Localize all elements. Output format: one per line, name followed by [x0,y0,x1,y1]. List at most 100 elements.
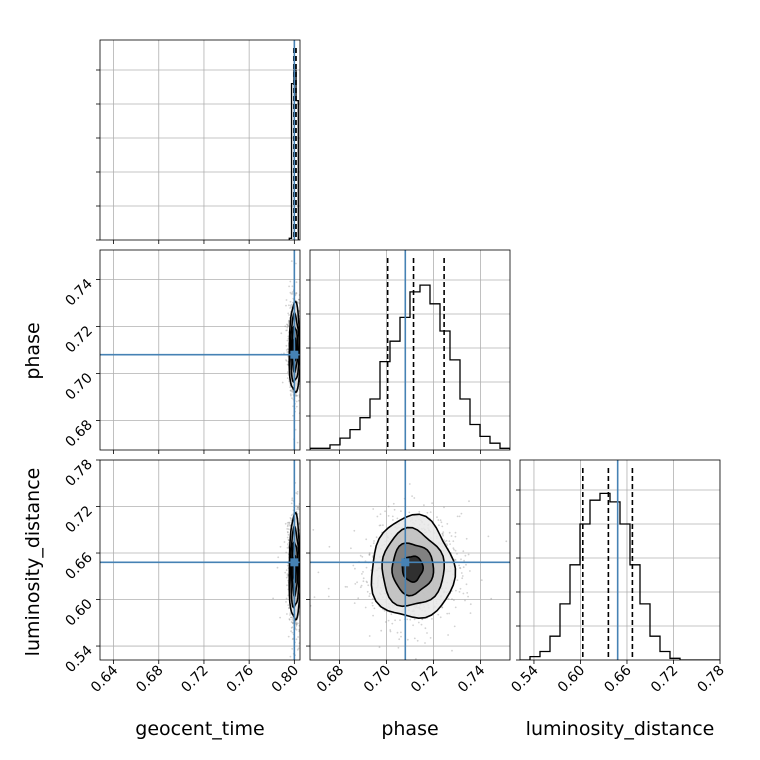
tick-label-x-luminosity_distance: 0.78 [694,663,727,696]
sample-point [360,584,363,587]
sample-point [371,602,374,604]
sample-point [456,579,459,581]
sample-point [301,415,303,417]
sample-point [366,590,369,593]
sample-point [286,339,289,342]
sample-point [287,531,289,534]
sample-point [384,621,387,623]
sample-point [301,548,303,550]
panel-frame [99,459,301,661]
sample-point [303,333,305,335]
sample-point [380,629,383,632]
sample-point [290,303,293,306]
sample-point [286,324,289,326]
sample-point [295,400,298,403]
truth-marker [290,558,299,567]
sample-point [288,521,291,524]
sample-point [413,637,416,640]
sample-point [286,323,288,326]
sample-point [371,555,374,557]
sample-point [288,618,291,620]
sample-point [287,524,289,526]
truth-marker [401,558,410,567]
sample-point [301,583,303,585]
panel-0-0 [96,39,301,241]
sample-point [284,522,287,525]
sample-point [442,534,444,537]
sample-point [459,567,462,570]
sample-point [290,616,293,619]
sample-point [286,536,289,539]
sample-point [296,441,299,444]
sample-point [372,614,374,617]
sample-point [400,635,402,638]
sample-point [286,547,289,549]
sample-point [289,389,292,392]
sample-point [465,583,468,586]
sample-point [452,540,455,543]
sample-point [296,648,299,651]
sample-point [298,298,300,301]
sample-point [391,622,394,625]
sample-point [285,597,288,600]
sample-point [295,395,298,397]
sample-point [359,586,362,589]
sample-point [362,580,365,583]
sample-point [389,630,392,633]
sample-point [289,300,292,303]
sample-point [302,510,304,512]
sample-point [289,386,291,389]
sample-point [295,638,298,641]
sample-point [271,578,273,580]
sample-point [287,544,290,547]
sample-point [368,553,371,556]
sample-point [452,547,455,550]
sample-point [306,374,308,376]
sample-point [288,314,290,316]
sample-point [287,604,290,606]
sample-point [359,554,362,557]
sample-point [287,322,290,324]
sample-point [447,634,449,636]
sample-point [290,616,292,619]
sample-point [302,343,304,345]
sample-point [285,304,287,307]
sample-point [460,512,463,515]
sample-point [453,599,455,602]
sample-point [297,506,299,509]
sample-point [297,301,299,303]
sample-point [490,597,493,600]
sample-point [297,505,299,507]
sample-point [287,533,290,536]
panel-content [100,40,300,240]
sample-point [290,502,293,505]
sample-point [291,638,294,641]
sample-point [304,542,306,544]
sample-point [354,583,357,585]
sample-point [291,391,294,393]
sample-point [454,558,456,561]
sample-point [296,394,299,397]
sample-point [280,332,283,335]
ylabel-luminosity-distance: luminosity_distance [22,468,44,657]
sample-point [301,340,303,342]
sample-point [408,511,411,514]
sample-point [297,508,300,511]
sample-point [287,324,290,327]
sample-point [289,655,292,658]
sample-point [439,616,442,619]
sample-point [441,606,443,608]
sample-point [287,539,290,542]
sample-point [411,495,413,497]
sample-point [387,515,390,517]
sample-point [442,533,444,535]
sample-point [548,566,550,568]
sample-point [290,394,292,397]
sample-point [295,281,298,284]
sample-point [466,592,469,594]
sample-point [287,528,290,530]
sample-point [372,598,374,600]
sample-point [301,296,303,298]
sample-point [300,350,302,352]
sample-point [459,567,461,569]
